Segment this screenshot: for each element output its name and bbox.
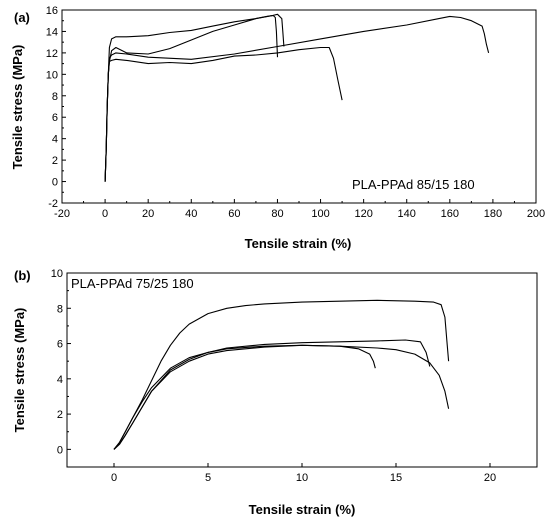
x-tick-label-a: 120 (354, 208, 372, 220)
y-tick-label-b: 8 (57, 303, 63, 315)
y-tick-label-b: 10 (51, 268, 63, 280)
x-tick-label-a: 140 (398, 208, 416, 220)
annotation-a: PLA-PPAd 85/15 180 (352, 177, 475, 192)
x-tick-label-a: 20 (142, 208, 154, 220)
x-tick-label-a: 40 (185, 208, 197, 220)
ticks-a: -20 0 20 40 60 80 100 120 140 160 180 200-202468101… (46, 5, 545, 220)
y-tick-label-a: 14 (46, 26, 58, 38)
x-tick-label-b: 5 (205, 472, 211, 484)
x-tick-label-a: 60 (228, 208, 240, 220)
y-tick-label-b: 2 (57, 409, 63, 421)
y-tick-label-a: 0 (52, 177, 58, 189)
annotation-b: PLA-PPAd 75/25 180 (71, 276, 194, 291)
x-tick-label-a: 80 (271, 208, 283, 220)
y-tick-label-b: 4 (57, 374, 63, 386)
plot-frame-a (61, 9, 537, 204)
x-tick-label-a: 200 (527, 208, 545, 220)
series-b (113, 299, 450, 450)
y-axis-label-a: Tensile stress (MPa) (10, 45, 25, 170)
x-tick-label-a: 100 (311, 208, 329, 220)
x-tick-label-a: 180 (484, 208, 502, 220)
y-tick-label-a: 16 (46, 5, 58, 17)
x-tick-label-b: 20 (484, 472, 496, 484)
panel-label-a: (a) (14, 10, 30, 25)
y-tick-label-a: 10 (46, 69, 58, 81)
series-line-b-3 (113, 344, 376, 450)
panel-a: (a) PLA-PPAd 85/15 180 Tensile strain (%… (10, 5, 545, 251)
x-tick-label-a: -20 (54, 208, 70, 220)
series-line-a-3 (104, 46, 343, 182)
series-line-b-2 (113, 339, 431, 450)
y-tick-label-a: 4 (52, 134, 58, 146)
series-a (104, 13, 490, 182)
series-line-a-4 (104, 15, 490, 182)
panel-label-b: (b) (14, 268, 31, 283)
y-tick-label-a: -2 (48, 198, 58, 210)
x-tick-label-a: 160 (441, 208, 459, 220)
y-tick-label-a: 2 (52, 155, 58, 167)
series-line-b-4 (113, 344, 450, 450)
x-axis-label-a: Tensile strain (%) (245, 236, 352, 251)
y-axis-label-b: Tensile stress (MPa) (12, 308, 27, 433)
x-axis-label-b: Tensile strain (%) (249, 502, 356, 517)
x-tick-label-b: 0 (111, 472, 117, 484)
y-tick-label-b: 0 (57, 444, 63, 456)
series-line-a-2 (104, 13, 285, 182)
x-tick-label-b: 10 (296, 472, 308, 484)
series-line-b-1 (113, 299, 450, 450)
x-tick-label-a: 0 (102, 208, 108, 220)
y-tick-label-a: 8 (52, 91, 58, 103)
x-tick-label-b: 15 (390, 472, 402, 484)
ticks-b: 0 5 10 15 20 0 2 4 6 8 10 (51, 268, 496, 484)
y-tick-label-a: 6 (52, 112, 58, 124)
y-tick-label-b: 6 (57, 339, 63, 351)
y-tick-label-a: 12 (46, 48, 58, 60)
panel-b: (b) PLA-PPAd 75/25 180 Tensile strain (%… (12, 268, 538, 517)
